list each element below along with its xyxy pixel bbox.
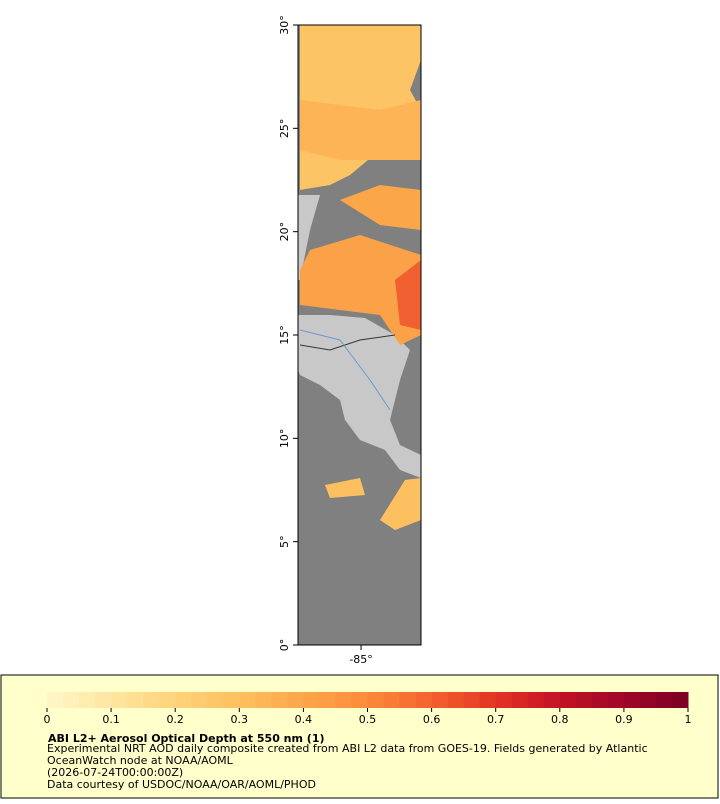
y-tick-label: 0° [278, 639, 291, 652]
colorbar-tick-label: 0.7 [487, 713, 505, 726]
colorbar-step [319, 692, 336, 708]
colorbar-step [511, 692, 529, 708]
colorbar-step [255, 692, 272, 708]
colorbar-step [159, 692, 176, 708]
colorbar-step [63, 692, 80, 708]
colorbar-step [367, 692, 385, 708]
x-tick-label: -85° [349, 653, 372, 666]
land [298, 315, 421, 478]
colorbar-step [335, 692, 352, 708]
colorbar-step [591, 692, 609, 708]
colorbar-step [543, 692, 561, 708]
y-tick-label: 30° [278, 15, 291, 35]
colorbar-tick-label: 0.9 [615, 713, 633, 726]
colorbar-step [639, 692, 657, 708]
y-tick-label: 20° [278, 222, 291, 242]
aod-patch [300, 100, 421, 160]
y-tick-label: 25° [278, 119, 291, 139]
aod-patch [325, 478, 365, 498]
colorbar-step [111, 692, 128, 708]
colorbar-step [463, 692, 481, 708]
colorbar-step [447, 692, 465, 708]
colorbar-step [527, 692, 545, 708]
colorbar-step [655, 692, 673, 708]
colorbar-step [415, 692, 433, 708]
colorbar-tick-label: 0.6 [423, 713, 441, 726]
river [299, 329, 391, 411]
legend-text: Experimental NRT AOD daily composite cre… [47, 743, 648, 791]
legend-date: (2026-07-24T00:00:00Z) [47, 766, 184, 779]
aod-patch [340, 185, 421, 230]
colorbar-step [191, 692, 208, 708]
aod-patch [395, 260, 421, 330]
colorbar-tick-label: 0 [44, 713, 51, 726]
legend-description: Experimental NRT AOD daily composite cre… [47, 743, 648, 767]
colorbar-step [271, 692, 288, 708]
colorbar-step [95, 692, 112, 708]
colorbar-step [127, 692, 144, 708]
colorbar-tick-label: 0.3 [231, 713, 249, 726]
colorbar-step [399, 692, 417, 708]
colorbar-step [143, 692, 160, 708]
colorbar-step [351, 692, 368, 708]
colorbar-step [559, 692, 577, 708]
land [298, 195, 320, 280]
colorbar-step [223, 692, 240, 708]
map [297, 24, 422, 646]
aod-patch [380, 478, 421, 530]
colorbar-step [607, 692, 625, 708]
colorbar-step [287, 692, 304, 708]
colorbar-tick-label: 0.2 [166, 713, 184, 726]
colorbar-step [575, 692, 593, 708]
y-tick-label: 5° [278, 535, 291, 548]
border [299, 334, 396, 351]
colorbar-step [495, 692, 513, 708]
colorbar-step [303, 692, 320, 708]
colorbar-tick-label: 0.8 [551, 713, 569, 726]
colorbar-step [207, 692, 224, 708]
colorbar-tick-label: 0.1 [102, 713, 120, 726]
colorbar-step [671, 692, 689, 708]
colorbar-tick-label: 0.5 [359, 713, 377, 726]
legend-title: ABI L2+ Aerosol Optical Depth at 550 nm … [48, 732, 325, 745]
colorbar-step [383, 692, 401, 708]
colorbar-step [79, 692, 96, 708]
colorbar-step [623, 692, 641, 708]
colorbar-step [431, 692, 449, 708]
colorbar-step [175, 692, 192, 708]
colorbar-tick-label: 0.4 [295, 713, 313, 726]
aod-patch [300, 235, 421, 345]
y-tick-label: 15° [278, 325, 291, 345]
colorbar-tick-label: 1 [685, 713, 692, 726]
colorbar-step [479, 692, 497, 708]
y-tick-label: 10° [278, 429, 291, 449]
legend-credit: Data courtesy of USDOC/NOAA/OAR/AOML/PHO… [47, 778, 316, 791]
colorbar-step [47, 692, 64, 708]
colorbar-step [239, 692, 256, 708]
